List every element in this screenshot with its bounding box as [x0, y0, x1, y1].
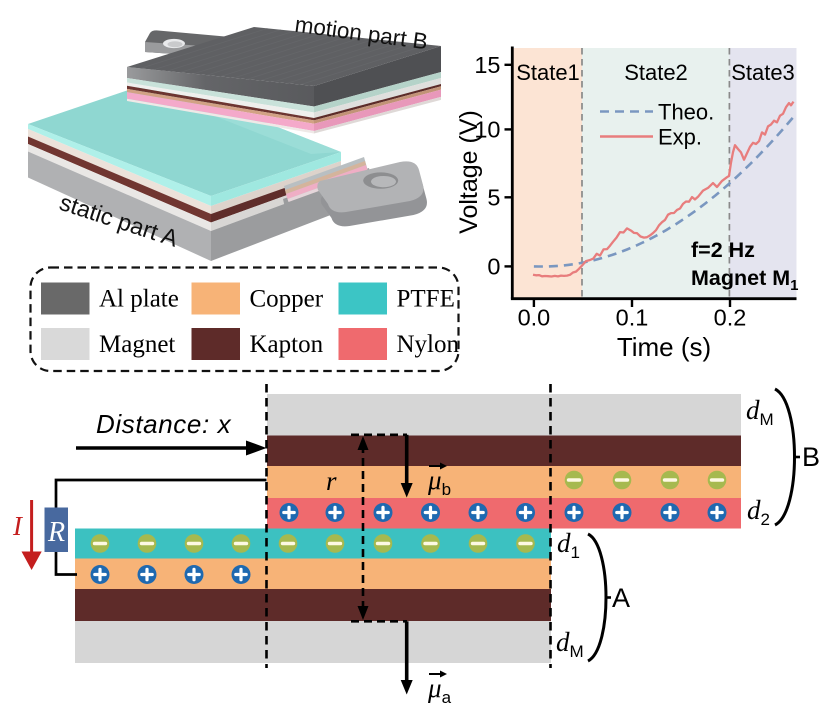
svg-text:5: 5 — [487, 185, 500, 211]
svg-text:d2: d2 — [747, 495, 770, 529]
svg-text:Exp.: Exp. — [658, 125, 702, 150]
svg-text:Copper: Copper — [250, 286, 324, 313]
svg-text:Magnet M1: Magnet M1 — [691, 266, 798, 294]
svg-text:A: A — [612, 583, 630, 613]
svg-text:15: 15 — [474, 52, 500, 78]
svg-text:Nylon: Nylon — [397, 331, 460, 358]
svg-text:Time (s): Time (s) — [617, 332, 711, 362]
svg-text:Distance: x: Distance: x — [96, 409, 232, 439]
svg-text:Kapton: Kapton — [250, 331, 324, 358]
svg-text:10: 10 — [474, 117, 500, 143]
svg-text:PTFE: PTFE — [397, 286, 455, 313]
svg-text:dM: dM — [746, 395, 774, 429]
svg-text:Magnet: Magnet — [99, 331, 175, 358]
svg-text:State1: State1 — [516, 60, 580, 85]
svg-text:dM: dM — [556, 627, 584, 661]
svg-text:0.1: 0.1 — [616, 305, 649, 331]
svg-text:Al plate: Al plate — [99, 286, 179, 313]
svg-text:B: B — [802, 442, 820, 472]
svg-text:State3: State3 — [731, 60, 795, 85]
svg-text:f=2 Hz: f=2 Hz — [691, 238, 755, 262]
svg-text:0.0: 0.0 — [518, 305, 551, 331]
svg-text:r: r — [326, 466, 337, 496]
svg-text:μa: μa — [427, 673, 452, 707]
svg-text:State2: State2 — [624, 60, 688, 85]
svg-text:0: 0 — [487, 254, 500, 280]
svg-text:R: R — [47, 517, 65, 548]
svg-text:d1: d1 — [557, 528, 580, 562]
svg-text:0.2: 0.2 — [714, 305, 747, 331]
svg-text:Voltage (V): Voltage (V) — [455, 110, 483, 234]
svg-text:I: I — [12, 511, 24, 541]
svg-text:Theo.: Theo. — [658, 100, 714, 125]
